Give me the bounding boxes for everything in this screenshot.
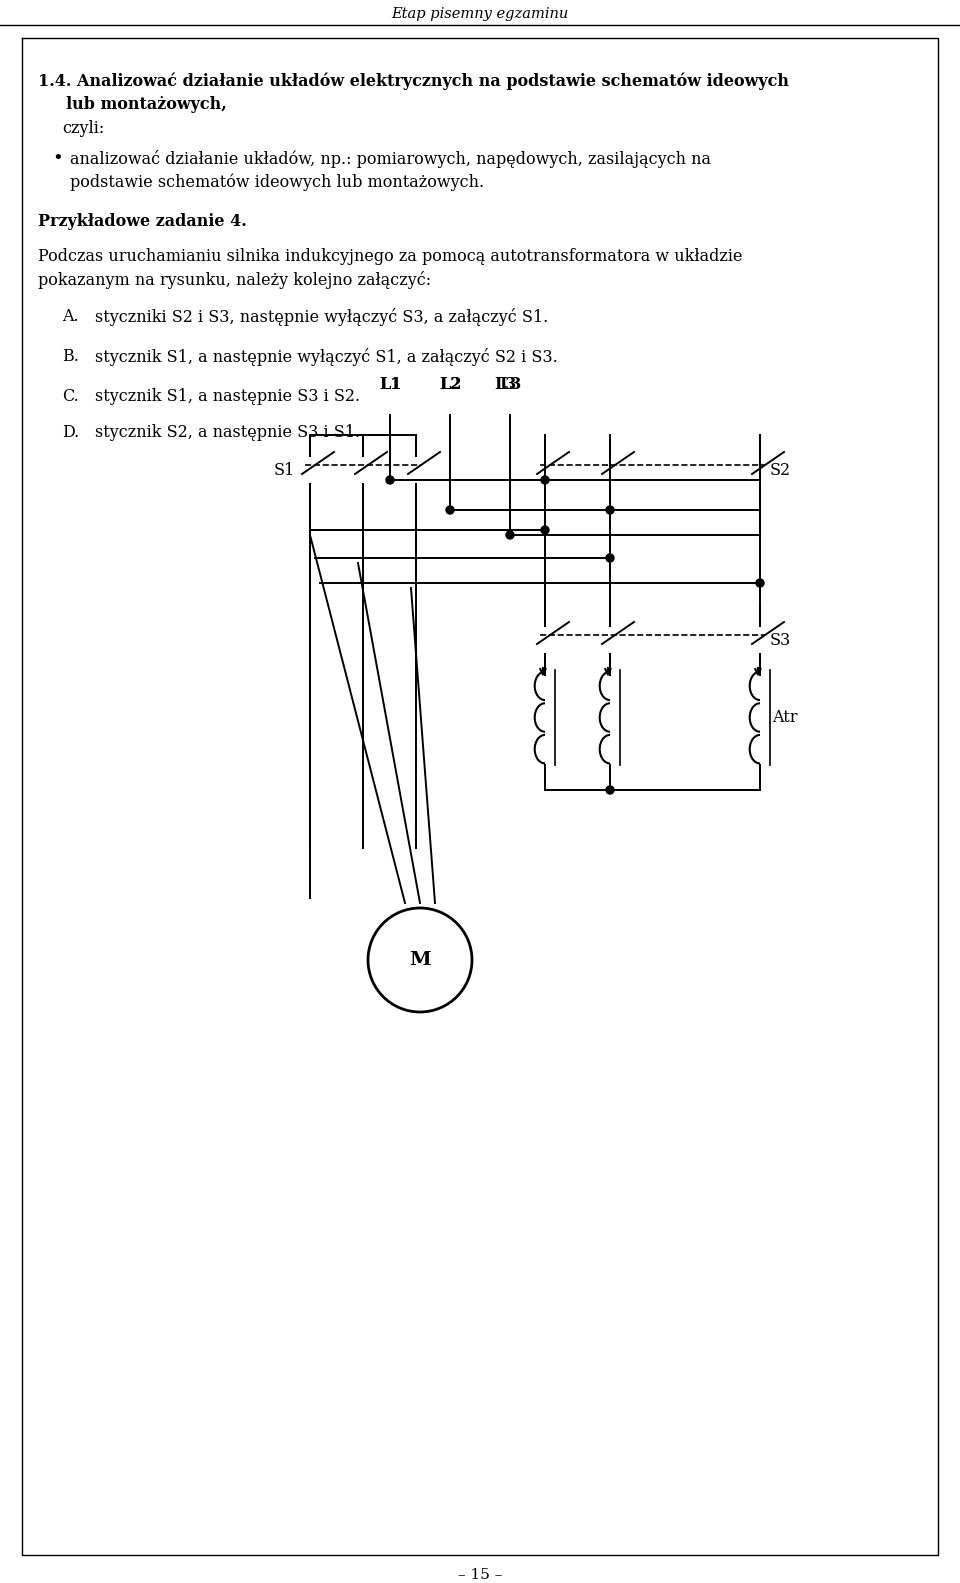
Text: B.: B. [62,348,79,366]
Text: D.: D. [62,424,80,442]
Text: •: • [52,150,62,168]
Text: S2: S2 [770,462,791,478]
Circle shape [541,476,549,484]
Text: S1: S1 [274,462,295,478]
Circle shape [756,579,764,587]
Text: 1.4. Analizować działanie układów elektrycznych na podstawie schematów ideowych: 1.4. Analizować działanie układów elektr… [38,71,789,90]
Text: pokazanym na rysunku, należy kolejno załączyć:: pokazanym na rysunku, należy kolejno zał… [38,271,431,290]
Text: C.: C. [62,388,79,405]
Circle shape [386,476,394,484]
Circle shape [506,530,514,538]
Text: analizować działanie układów, np.: pomiarowych, napędowych, zasilających na: analizować działanie układów, np.: pomia… [70,150,711,168]
Text: Atr: Atr [772,709,798,725]
Text: Przykładowe zadanie 4.: Przykładowe zadanie 4. [38,214,247,230]
Text: stycznik S1, a następnie wyłączyć S1, a załączyć S2 i S3.: stycznik S1, a następnie wyłączyć S1, a … [95,348,558,366]
Text: M: M [409,951,431,969]
Text: Podczas uruchamianiu silnika indukcyjnego za pomocą autotransformatora w układzi: Podczas uruchamianiu silnika indukcyjneg… [38,249,742,264]
Text: L2: L2 [439,377,461,393]
Circle shape [446,507,454,514]
Text: L1: L1 [379,377,401,393]
Text: lub montażowych,: lub montażowych, [38,97,227,112]
Text: S3: S3 [770,632,791,649]
Text: L2: L2 [439,377,461,393]
Text: stycznik S2, a następnie S3 i S1.: stycznik S2, a następnie S3 i S1. [95,424,360,442]
Text: stycznik S1, a następnie S3 i S2.: stycznik S1, a następnie S3 i S2. [95,388,360,405]
Text: czyli:: czyli: [62,120,105,138]
Text: L3: L3 [493,377,516,393]
Text: – 15 –: – 15 – [458,1569,502,1581]
Circle shape [606,554,614,562]
Text: Etap pisemny egzaminu: Etap pisemny egzaminu [392,6,568,21]
Text: L1: L1 [379,377,401,393]
Text: A.: A. [62,309,79,325]
Text: styczniki S2 i S3, następnie wyłączyć S3, a załączyć S1.: styczniki S2 i S3, następnie wyłączyć S3… [95,309,548,326]
Circle shape [541,526,549,533]
Text: L3: L3 [499,377,521,393]
Circle shape [606,787,614,795]
Circle shape [606,507,614,514]
Text: podstawie schematów ideowych lub montażowych.: podstawie schematów ideowych lub montażo… [70,173,484,190]
